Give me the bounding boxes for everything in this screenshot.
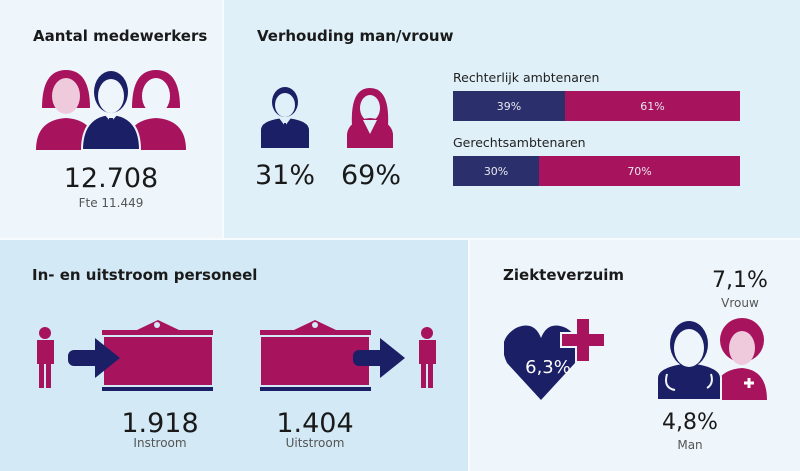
doctor-nurse-icon <box>656 318 767 400</box>
man-icon <box>261 87 309 148</box>
bar-0-seg-1: 61% <box>564 91 740 121</box>
heart-plus-icon <box>504 318 606 400</box>
arrow-right-icon <box>353 338 405 378</box>
bar-label-1: Gerechtsambtenaren <box>453 135 586 150</box>
stacked-bar-0: 39% 61% <box>453 91 740 121</box>
women-sick-value: 7,1% <box>712 268 768 293</box>
flow-panel: In- en uitstroom personeel 1.918 Instroo… <box>0 240 468 471</box>
group-people-icon <box>36 70 186 150</box>
bar-0-seg-0: 39% <box>453 91 565 121</box>
sick-title: Ziekteverzuim <box>503 266 625 284</box>
inflow-label: Instroom <box>133 436 187 450</box>
person-icon <box>419 327 436 388</box>
men-sick-value: 4,8% <box>662 410 718 435</box>
outflow-label: Uitstroom <box>285 436 345 450</box>
inflow-value: 1.918 <box>121 408 199 439</box>
staff-title: Aantal medewerkers <box>33 27 208 45</box>
outflow-value: 1.404 <box>276 408 354 439</box>
sick-leave-panel: Ziekteverzuim 6,3% 7,1% Vrouw 4,8% Man <box>470 240 800 471</box>
building-icon <box>260 320 371 391</box>
gender-title: Verhouding man/vrouw <box>257 27 454 45</box>
women-sick-label: Vrouw <box>721 296 759 310</box>
men-sick-label: Man <box>677 438 703 452</box>
flow-illustration <box>37 320 436 391</box>
women-percentage: 69% <box>340 160 401 191</box>
flow-title: In- en uitstroom personeel <box>32 266 258 284</box>
sick-total: 6,3% <box>525 357 571 378</box>
staff-fte: Fte 11.449 <box>78 196 144 210</box>
staff-panel: Aantal medewerkers 12.708 Fte 11.449 <box>0 0 222 238</box>
stacked-bar-1: 30% 70% <box>453 156 740 186</box>
building-icon <box>102 320 213 391</box>
arrow-right-icon <box>68 338 120 378</box>
gender-panel: Verhouding man/vrouw 31% 69% Rechterlijk… <box>224 0 800 238</box>
bar-1-seg-0: 30% <box>453 156 540 186</box>
woman-icon <box>347 88 393 148</box>
bar-1-seg-1: 70% <box>539 156 740 186</box>
staff-count: 12.708 <box>63 163 159 194</box>
men-percentage: 31% <box>254 160 315 191</box>
bar-label-0: Rechterlijk ambtenaren <box>453 70 600 85</box>
person-icon <box>37 327 54 388</box>
